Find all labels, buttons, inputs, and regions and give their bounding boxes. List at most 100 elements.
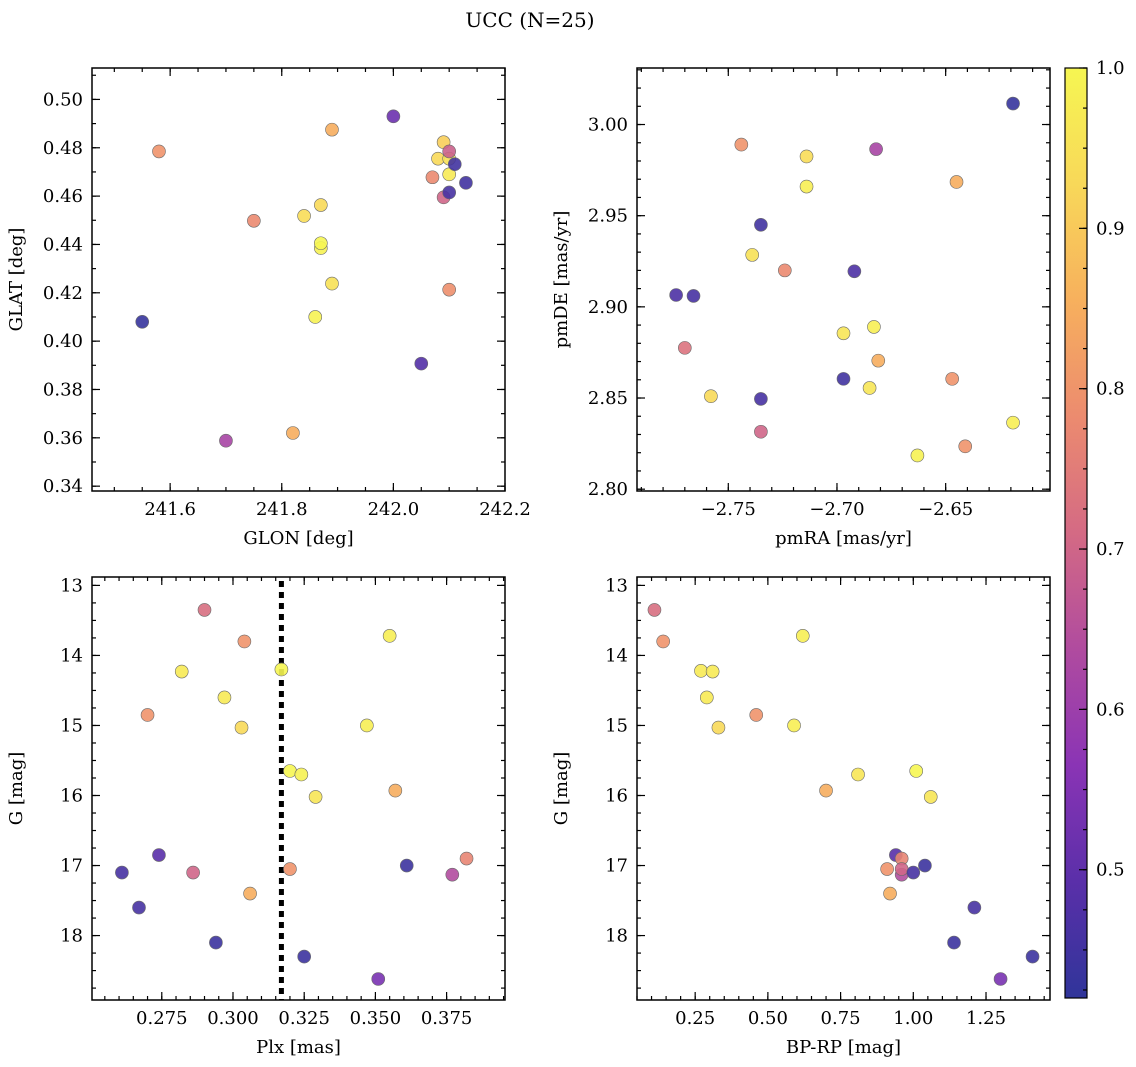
panel-bprp-g: 0.25 0.50 0.75 1.00 1.25 13 14 15 16 17 18 BP-RP [m… <box>551 575 1051 1058</box>
scatter-point <box>115 865 129 880</box>
scatter-point <box>700 690 714 705</box>
scatter-point <box>442 282 456 297</box>
scatter-point <box>909 764 924 778</box>
scatter-point <box>871 353 886 368</box>
scatter-point <box>442 185 456 200</box>
x-tick-label: 1.00 <box>893 1008 933 1029</box>
scatter-point <box>867 320 881 334</box>
colorbar-tick-label: 0.7 <box>1096 539 1125 560</box>
x-tick-label: 0.375 <box>421 1008 473 1029</box>
scatter-point <box>778 263 792 278</box>
axes-frame <box>91 576 506 1001</box>
x-axis-label: GLON [deg] <box>243 528 353 549</box>
colorbar-tick-label: 1.0 <box>1096 58 1125 79</box>
scatter-point <box>217 690 232 705</box>
scatter-point <box>371 972 386 986</box>
scatter-point <box>132 900 146 915</box>
scatter-point <box>754 392 768 406</box>
y-tick-label: 17 <box>60 856 83 877</box>
x-tick-label: 0.275 <box>136 1008 188 1029</box>
x-axis-label: Plx [mas] <box>256 1037 341 1058</box>
scatter-point <box>152 144 166 159</box>
x-tick-label: 1.25 <box>966 1008 1006 1029</box>
scatter-point <box>382 629 397 643</box>
y-tick-label: 3.00 <box>588 115 628 136</box>
x-tick-label: 241.6 <box>144 499 196 520</box>
y-tick-label: 14 <box>605 645 628 666</box>
scatter-point <box>386 109 401 124</box>
scatter-point <box>325 276 339 291</box>
scatter-point <box>799 179 814 194</box>
y-tick-label: 0.40 <box>43 331 83 352</box>
scatter-point <box>949 175 964 189</box>
scatter-point <box>308 790 323 804</box>
scatter-point <box>186 865 200 880</box>
scatter-point <box>910 448 925 463</box>
scatter-point <box>360 718 374 733</box>
y-tick-label: 0.48 <box>43 138 83 159</box>
scatter-point <box>869 142 883 156</box>
scatter-point <box>819 783 833 798</box>
panel-pmra-pmde: −2.75 −2.70 −2.65 2.80 2.85 2.90 2.95 3.00 pmRA … <box>551 67 1051 549</box>
scatter-point <box>754 218 768 232</box>
scatter-point <box>447 157 462 172</box>
x-tick-label: −2.65 <box>918 499 973 520</box>
y-tick-label: 16 <box>60 786 83 807</box>
y-tick-label: 16 <box>605 786 628 807</box>
x-axis-label: BP-RP [mag] <box>786 1037 901 1058</box>
scatter-point <box>705 664 720 679</box>
y-tick-label: 2.80 <box>588 479 628 500</box>
scatter-point <box>906 865 921 880</box>
figure-title: UCC (N=25) <box>465 8 594 32</box>
colorbar-tick-label: 0.8 <box>1096 379 1125 400</box>
colorbar-frame <box>1064 67 1088 999</box>
scatter-point <box>795 629 810 643</box>
scatter-point <box>283 862 297 876</box>
x-tick-label: 242.2 <box>479 499 531 520</box>
scatter-point <box>958 439 973 454</box>
x-tick-label: 242.0 <box>368 499 420 520</box>
y-tick-label: 13 <box>605 575 628 596</box>
scatter-point <box>947 935 961 950</box>
scatter-point <box>749 708 764 722</box>
scatter-point <box>945 372 959 386</box>
scatter-point <box>135 314 150 329</box>
scatter-point <box>993 972 1008 986</box>
x-tick-label: 0.25 <box>675 1008 715 1029</box>
scatter-point <box>297 949 311 964</box>
x-tick-label: −2.75 <box>701 499 756 520</box>
y-tick-label: 0.50 <box>43 89 83 110</box>
y-tick-label: 14 <box>60 645 83 666</box>
y-tick-label: 18 <box>605 926 628 947</box>
y-tick-label: 0.36 <box>43 428 83 449</box>
x-tick-label: 0.300 <box>207 1008 259 1029</box>
scatter-point <box>459 176 473 190</box>
scatter-point <box>894 862 909 876</box>
scatter-point <box>294 767 309 782</box>
axes-frame <box>636 67 1051 492</box>
scatter-point <box>234 720 249 735</box>
scatter-point <box>669 288 683 302</box>
scatter-point <box>152 848 166 862</box>
scatter-point <box>799 149 814 164</box>
scatter-point <box>286 426 300 440</box>
scatter-point <box>967 900 982 915</box>
scatter-point <box>425 170 440 185</box>
scatter-point <box>237 634 252 649</box>
y-tick-label: 15 <box>605 715 628 736</box>
y-tick-label: 0.38 <box>43 379 83 400</box>
x-tick-label: 0.350 <box>350 1008 402 1029</box>
panel-glon-glat: 241.6 241.8 242.0 242.2 0.34 0.36 0.38 0.40 0.42… <box>6 67 531 549</box>
colorbar-tick-label: 0.6 <box>1096 699 1125 720</box>
scatter-point <box>745 248 760 262</box>
scatter-point <box>209 935 223 950</box>
scatter-point <box>314 236 328 251</box>
scatter-point <box>711 720 726 735</box>
scatter-point <box>1025 949 1040 964</box>
scatter-point <box>880 862 894 876</box>
scatter-point <box>388 783 403 798</box>
x-tick-label: 0.50 <box>748 1008 788 1029</box>
y-tick-label: 0.44 <box>43 234 83 255</box>
y-axis-label: G [mag] <box>551 752 572 825</box>
